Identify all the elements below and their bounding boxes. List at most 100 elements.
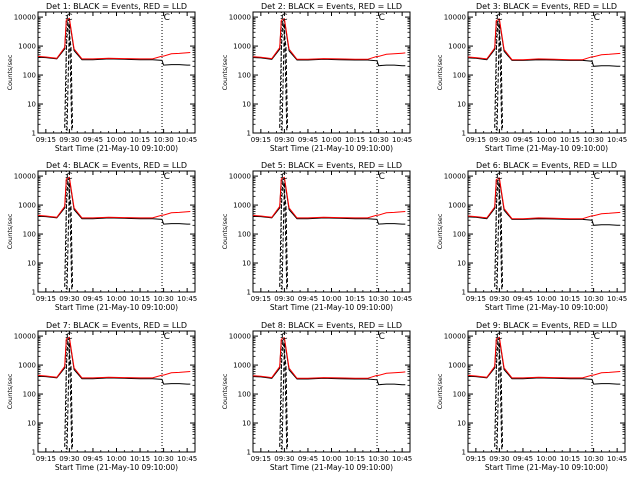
y-tick-label: 10 <box>457 420 466 428</box>
y-tick-label: 1 <box>32 449 36 457</box>
y-tick-label: 1000 <box>448 362 466 370</box>
panel-6: Det 6: BLACK = Events, RED = LLD 1 10 100 10… <box>436 161 627 312</box>
y-tick-label: 1 <box>462 130 466 138</box>
series-dashed-line <box>279 340 288 447</box>
series-lld-line <box>252 336 406 379</box>
y-tick-label: 1000 <box>18 362 36 370</box>
y-tick-label: 1 <box>247 130 251 138</box>
y-tick-label: 10 <box>27 260 36 268</box>
peak-marker-label: C <box>66 172 72 182</box>
x-tick-label: 09:15 <box>251 136 271 144</box>
y-tick-label: 1000 <box>448 43 466 51</box>
y-tick-label: 10000 <box>229 173 251 181</box>
peak-marker-label: C <box>281 13 287 23</box>
x-tick-label: 09:30 <box>59 295 79 303</box>
series-lld-line <box>37 17 191 60</box>
plot-frame <box>37 170 196 293</box>
plot-frame <box>37 330 196 453</box>
y-tick-label: 1000 <box>233 43 251 51</box>
peak-marker-label: C <box>496 172 502 182</box>
x-tick-label: 10:30 <box>154 295 174 303</box>
x-tick-label: 09:45 <box>513 455 533 463</box>
x-axis-label: Start Time (21-May-10 09:10:00) <box>485 144 608 153</box>
y-tick-label: 10000 <box>14 333 36 341</box>
x-tick-label: 09:30 <box>59 455 79 463</box>
x-tick-label: 09:45 <box>298 455 318 463</box>
y-axis-label: Counts/sec <box>221 54 229 90</box>
end-marker-label: C <box>594 172 600 182</box>
x-tick-label: 10:00 <box>536 295 556 303</box>
panel-title: Det 6: BLACK = Events, RED = LLD <box>476 161 617 170</box>
y-tick-label: 1 <box>247 289 251 297</box>
x-tick-label: 10:15 <box>560 455 580 463</box>
x-tick-label: 10:45 <box>607 455 627 463</box>
x-tick-label: 09:15 <box>466 136 486 144</box>
series-dashed-line <box>494 340 503 447</box>
y-tick-label: 10000 <box>444 333 466 341</box>
x-tick-label: 10:15 <box>560 136 580 144</box>
x-tick-label: 09:30 <box>59 136 79 144</box>
y-tick-label: 10 <box>242 420 251 428</box>
end-marker-label: C <box>164 13 170 23</box>
panel-3: Det 3: BLACK = Events, RED = LLD 1 10 100 10… <box>436 2 627 153</box>
plot-frame <box>37 11 196 134</box>
y-axis-label: Counts/sec <box>436 373 444 409</box>
panel-title: Det 2: BLACK = Events, RED = LLD <box>261 2 402 11</box>
plot-frame <box>252 170 411 293</box>
y-tick-label: 10000 <box>229 333 251 341</box>
x-tick-label: 09:15 <box>466 455 486 463</box>
panel-title: Det 5: BLACK = Events, RED = LLD <box>261 161 402 170</box>
panel-1: Det 1: BLACK = Events, RED = LLD 1 10 100 10… <box>6 2 197 153</box>
x-tick-label: 09:45 <box>298 136 318 144</box>
y-tick-label: 1 <box>462 289 466 297</box>
x-tick-label: 09:30 <box>489 455 509 463</box>
panel-8: Det 8: BLACK = Events, RED = LLD 1 10 100 10… <box>221 321 412 472</box>
x-tick-label: 10:45 <box>392 455 412 463</box>
y-tick-label: 100 <box>238 391 251 399</box>
panel-title: Det 1: BLACK = Events, RED = LLD <box>46 2 187 11</box>
y-tick-label: 10000 <box>14 173 36 181</box>
x-tick-label: 09:45 <box>83 295 103 303</box>
series-dashed-line <box>64 340 73 447</box>
x-tick-label: 10:00 <box>536 455 556 463</box>
peak-marker-label: C <box>281 172 287 182</box>
x-tick-label: 10:15 <box>345 455 365 463</box>
peak-marker-label: C <box>66 332 72 342</box>
end-marker-label: C <box>594 332 600 342</box>
x-tick-label: 09:30 <box>274 295 294 303</box>
plot-frame <box>467 11 626 134</box>
plot-frame <box>467 170 626 293</box>
x-tick-label: 10:45 <box>177 136 197 144</box>
series-events-line <box>37 178 191 225</box>
end-marker-label: C <box>379 13 385 23</box>
series-lld-line <box>467 336 621 379</box>
y-axis-label: Counts/sec <box>436 54 444 90</box>
series-events-line <box>252 19 406 67</box>
panel-7: Det 7: BLACK = Events, RED = LLD 1 10 100 10… <box>6 321 197 472</box>
x-axis-label: Start Time (21-May-10 09:10:00) <box>55 144 178 153</box>
x-tick-label: 10:45 <box>392 136 412 144</box>
x-axis-label: Start Time (21-May-10 09:10:00) <box>270 303 393 312</box>
x-tick-label: 09:45 <box>83 455 103 463</box>
series-dashed-line <box>494 180 503 287</box>
x-tick-label: 10:15 <box>130 455 150 463</box>
y-tick-label: 100 <box>453 391 466 399</box>
x-tick-label: 10:30 <box>369 136 389 144</box>
series-events-line <box>467 19 621 67</box>
x-axis-label: Start Time (21-May-10 09:10:00) <box>485 303 608 312</box>
x-axis-label: Start Time (21-May-10 09:10:00) <box>55 463 178 472</box>
x-tick-label: 09:15 <box>36 295 56 303</box>
x-tick-label: 10:30 <box>369 455 389 463</box>
peak-marker-label: C <box>496 13 502 23</box>
x-tick-label: 10:45 <box>392 295 412 303</box>
y-tick-label: 100 <box>23 391 36 399</box>
y-tick-label: 10000 <box>229 14 251 22</box>
x-tick-label: 09:45 <box>83 136 103 144</box>
plot-frame <box>252 330 411 453</box>
series-dashed-line <box>64 21 73 128</box>
panel-9: Det 9: BLACK = Events, RED = LLD 1 10 100 10… <box>436 321 627 472</box>
x-tick-label: 10:30 <box>369 295 389 303</box>
series-lld-line <box>467 177 621 220</box>
series-events-line <box>467 178 621 226</box>
y-tick-label: 1 <box>32 130 36 138</box>
